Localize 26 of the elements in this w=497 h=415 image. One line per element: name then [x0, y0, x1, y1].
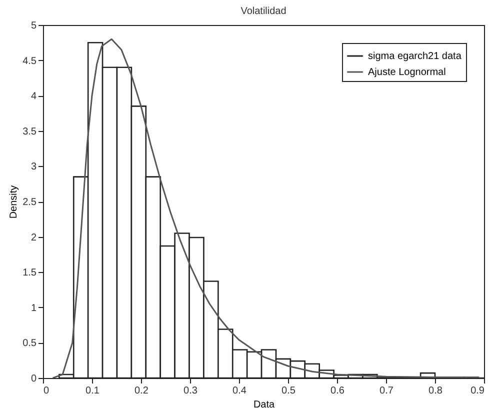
x-tick-label: 0.6: [330, 386, 345, 396]
x-tick-label: 0.4: [232, 386, 247, 396]
y-tick-label: 3: [30, 162, 37, 173]
y-tick-label: 2: [30, 232, 37, 244]
y-tick-label: 1: [30, 302, 37, 314]
legend-label: sigma egarch21 data: [368, 51, 462, 62]
x-tick-label: 0.1: [86, 386, 100, 396]
x-tick-label: 0.5: [282, 386, 296, 396]
y-tick-label: 4: [30, 91, 37, 102]
x-tick-label: 0.2: [134, 386, 149, 396]
x-tick-label: 0: [44, 386, 50, 396]
y-tick-label: 3.5: [22, 126, 37, 138]
x-tick-label: 0.3: [184, 386, 198, 396]
x-tick-label: 0.8: [428, 386, 443, 396]
x-tick-label: 0.7: [380, 386, 394, 396]
legend-label: Ajuste Lognormal: [368, 67, 446, 78]
y-tick-label: 2.5: [22, 197, 37, 208]
y-axis-title: Density: [8, 185, 20, 219]
y-tick-label: 0: [30, 374, 37, 384]
x-axis-title: Data: [253, 400, 275, 410]
y-tick-label: 0.5: [22, 338, 37, 350]
y-tick-label: 4.5: [22, 56, 37, 67]
y-tick-label: 5: [30, 20, 37, 32]
y-tick-label: 1.5: [22, 268, 37, 279]
x-tick-label: 0.9: [470, 386, 485, 396]
chart-title: Volatilidad: [240, 6, 286, 17]
